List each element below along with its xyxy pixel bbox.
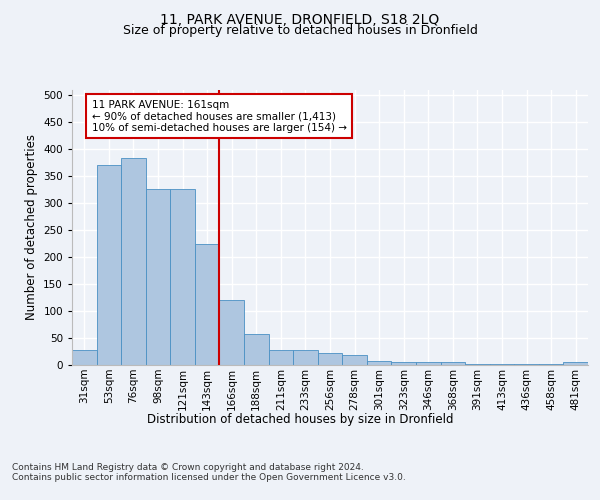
Bar xyxy=(269,350,293,365)
Bar xyxy=(490,364,514,365)
Bar xyxy=(293,350,318,365)
Bar xyxy=(97,166,121,365)
Bar xyxy=(539,364,563,365)
Bar xyxy=(440,362,465,365)
Bar xyxy=(244,334,269,365)
Bar xyxy=(465,364,490,365)
Bar xyxy=(367,360,391,365)
Bar xyxy=(342,356,367,365)
Text: 11 PARK AVENUE: 161sqm
← 90% of detached houses are smaller (1,413)
10% of semi-: 11 PARK AVENUE: 161sqm ← 90% of detached… xyxy=(92,100,347,133)
Bar xyxy=(514,364,539,365)
Text: 11, PARK AVENUE, DRONFIELD, S18 2LQ: 11, PARK AVENUE, DRONFIELD, S18 2LQ xyxy=(160,12,440,26)
Bar xyxy=(146,188,170,365)
Bar xyxy=(72,350,97,365)
Bar xyxy=(170,189,195,365)
Bar xyxy=(121,158,146,365)
Bar xyxy=(318,353,342,365)
Bar xyxy=(416,362,440,365)
Bar xyxy=(391,362,416,365)
Y-axis label: Number of detached properties: Number of detached properties xyxy=(25,134,38,320)
Bar xyxy=(195,244,220,365)
Text: Size of property relative to detached houses in Dronfield: Size of property relative to detached ho… xyxy=(122,24,478,37)
Bar xyxy=(220,300,244,365)
Text: Distribution of detached houses by size in Dronfield: Distribution of detached houses by size … xyxy=(147,412,453,426)
Text: Contains HM Land Registry data © Crown copyright and database right 2024.
Contai: Contains HM Land Registry data © Crown c… xyxy=(12,462,406,482)
Bar xyxy=(563,362,588,365)
